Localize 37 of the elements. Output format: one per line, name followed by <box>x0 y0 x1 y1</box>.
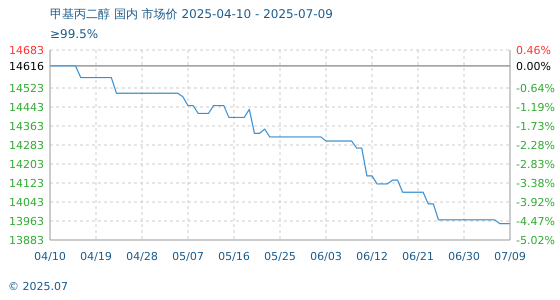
y-tick-label: 14616 <box>9 60 44 73</box>
x-tick-label: 06/12 <box>356 250 388 263</box>
y-tick-label: 14363 <box>9 120 44 133</box>
y-tick-label: 14203 <box>9 158 44 171</box>
y-tick-label: 14123 <box>9 177 44 190</box>
line-series <box>50 65 510 224</box>
y2-tick-label: -2.28% <box>516 139 555 152</box>
chart-title: 甲基丙二醇 国内 市场价 2025-04-10 - 2025-07-09 <box>50 6 333 23</box>
x-tick-label: 05/07 <box>172 250 204 263</box>
x-tick-label: 07/09 <box>494 250 526 263</box>
y-tick-label: 13963 <box>9 215 44 228</box>
y2-tick-label: -0.64% <box>516 82 555 96</box>
x-tick-label: 05/16 <box>218 250 250 263</box>
y2-tick-label: -4.47% <box>516 214 555 228</box>
y-tick-label: 14683 <box>9 44 44 57</box>
y2-tick-label: -3.92% <box>516 196 555 209</box>
y2-tick-label: 0.00% <box>516 60 551 73</box>
x-tick-label: 04/28 <box>126 250 158 263</box>
text: © 2025.07 <box>8 280 68 293</box>
y-tick-label: 14443 <box>9 101 44 114</box>
x-tick-label: 06/30 <box>448 250 480 263</box>
y2-tick-label: -1.19% <box>516 101 555 114</box>
x-tick-label: 06/21 <box>402 250 434 263</box>
y-tick-label: 14523 <box>9 82 44 95</box>
y-tick-label: 14043 <box>9 196 44 209</box>
x-tick-label: 06/03 <box>310 250 342 263</box>
x-tick-label: 04/19 <box>80 250 112 263</box>
x-tick-label: 05/25 <box>264 250 296 263</box>
y2-tick-label: -5.02% <box>516 234 555 247</box>
chart-subtitle: ≥99.5% <box>50 27 98 41</box>
y2-tick-label: -1.73% <box>516 120 555 133</box>
y-tick-label: 14283 <box>9 139 44 152</box>
y2-tick-label: 0.46% <box>516 44 551 57</box>
y2-tick-label: -3.38% <box>516 177 555 190</box>
y-tick-label: 13883 <box>9 234 44 247</box>
x-tick-label: 04/10 <box>34 250 66 263</box>
y2-tick-label: -2.83% <box>516 158 555 172</box>
